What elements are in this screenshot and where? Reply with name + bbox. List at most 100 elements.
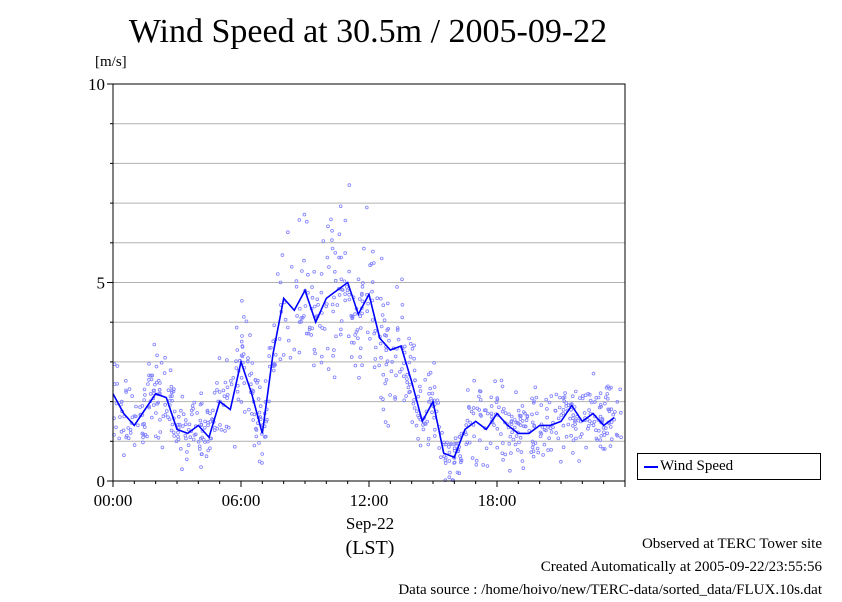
sample-point <box>349 355 354 359</box>
sample-point <box>535 411 539 416</box>
sample-point <box>368 263 372 268</box>
sample-point <box>360 291 364 296</box>
sample-point <box>500 441 505 445</box>
sample-point <box>447 475 452 480</box>
sample-point <box>613 410 617 414</box>
sample-point <box>531 454 536 459</box>
sample-point <box>459 458 464 463</box>
sample-point <box>233 444 237 449</box>
sample-point <box>414 409 419 414</box>
sample-point <box>312 304 317 309</box>
sample-point <box>120 399 124 404</box>
sample-point <box>432 415 436 420</box>
sample-point <box>188 435 193 440</box>
sample-point <box>278 357 283 362</box>
sample-point <box>337 255 341 260</box>
sample-point <box>469 409 474 414</box>
sample-point <box>147 361 151 366</box>
raw-samples <box>112 183 623 483</box>
sample-point <box>383 381 388 386</box>
sample-point <box>410 420 415 424</box>
sample-point <box>297 218 302 222</box>
sample-point <box>384 362 389 367</box>
sample-point <box>545 407 549 411</box>
sample-point <box>514 420 519 425</box>
sample-point <box>172 387 176 392</box>
sample-point <box>334 334 338 339</box>
sample-point <box>385 301 390 306</box>
sample-point <box>271 368 276 373</box>
sample-point <box>586 426 590 431</box>
sample-point <box>170 394 174 398</box>
sample-point <box>295 314 299 318</box>
sample-point <box>192 400 197 405</box>
sample-point <box>576 418 581 423</box>
sample-point <box>428 370 433 375</box>
sample-point <box>158 381 162 385</box>
sample-point <box>373 345 378 350</box>
sample-point <box>126 436 131 441</box>
sample-point <box>319 272 324 276</box>
sample-point <box>166 388 171 393</box>
sample-point <box>592 419 597 424</box>
sample-point <box>573 419 577 424</box>
sample-point <box>482 408 487 413</box>
sample-point <box>571 438 576 443</box>
sample-point <box>571 451 575 455</box>
sample-point <box>160 445 165 450</box>
sample-point <box>236 397 241 402</box>
sample-point <box>530 420 535 425</box>
sample-point <box>263 434 268 439</box>
sample-point <box>358 314 363 319</box>
sample-point <box>307 325 312 330</box>
sample-point <box>477 394 481 399</box>
sample-point <box>370 280 375 284</box>
sample-point <box>393 354 398 359</box>
sample-point <box>286 338 291 343</box>
sample-point <box>593 400 597 404</box>
sample-point <box>325 255 330 260</box>
sample-point <box>316 302 320 307</box>
sample-point <box>360 363 364 368</box>
sample-point <box>568 416 572 421</box>
sample-point <box>260 461 264 465</box>
sample-point <box>561 411 565 416</box>
sample-point <box>525 414 530 418</box>
sample-point <box>356 277 361 282</box>
sample-point <box>174 439 179 444</box>
sample-point <box>185 450 189 454</box>
sample-point <box>121 428 126 433</box>
sample-point <box>163 402 168 407</box>
sample-point <box>332 348 336 352</box>
sample-point <box>603 426 608 430</box>
sample-point <box>520 404 525 408</box>
sample-point <box>340 288 345 292</box>
sample-point <box>531 400 536 405</box>
sample-point <box>495 445 500 450</box>
sample-point <box>451 455 456 460</box>
sample-point <box>598 391 603 396</box>
sample-point <box>485 464 490 468</box>
sample-point <box>280 253 285 257</box>
sample-point <box>373 357 378 361</box>
sample-point <box>544 397 548 402</box>
sample-point <box>464 442 469 447</box>
sample-point <box>158 417 162 422</box>
sample-point <box>604 385 609 390</box>
sample-point <box>418 443 423 448</box>
sample-point <box>458 460 463 465</box>
sample-point <box>416 436 420 441</box>
sample-point <box>203 419 207 424</box>
x-tick-label: 18:00 <box>478 491 517 510</box>
sample-point <box>353 312 357 316</box>
sample-point <box>396 337 401 342</box>
sample-point <box>281 353 286 357</box>
sample-point <box>554 392 559 397</box>
sample-point <box>333 251 338 255</box>
sample-point <box>524 418 529 423</box>
sample-point <box>444 442 448 447</box>
sample-point <box>479 414 483 418</box>
sample-point <box>267 346 272 350</box>
sample-point <box>306 331 311 336</box>
sample-point <box>141 435 145 440</box>
